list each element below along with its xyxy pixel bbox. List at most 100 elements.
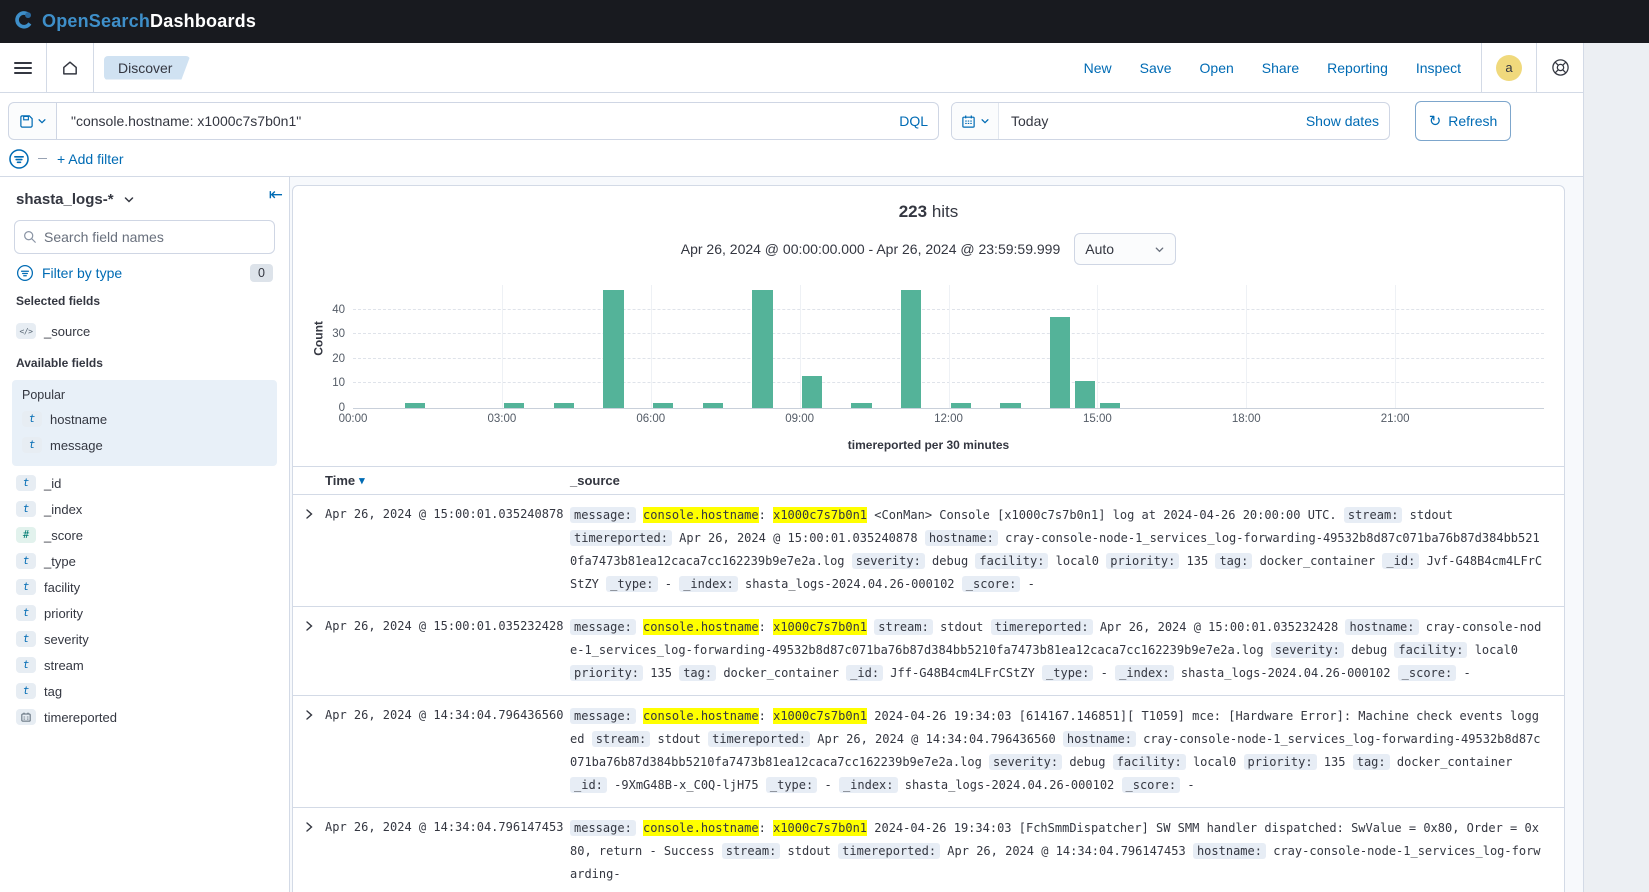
avatar[interactable]: a xyxy=(1496,54,1522,81)
histogram-bar xyxy=(553,403,575,408)
row-time: Apr 26, 2024 @ 15:00:01.035232428 xyxy=(325,619,564,633)
filter-icon[interactable] xyxy=(8,148,30,170)
histogram-slot xyxy=(750,285,775,408)
histogram-slot xyxy=(676,285,701,408)
home-button[interactable] xyxy=(47,43,93,92)
add-filter-button[interactable]: + Add filter xyxy=(57,150,124,167)
histogram-slot xyxy=(1519,285,1544,408)
field-name: priority xyxy=(44,605,84,621)
histogram-slot xyxy=(477,285,502,408)
histogram-slot xyxy=(576,285,601,408)
histogram-slot xyxy=(1221,285,1246,408)
opensearch-logo-icon xyxy=(15,10,32,29)
date-quick-select-button[interactable] xyxy=(952,103,999,139)
account-button[interactable]: a xyxy=(1481,43,1537,92)
field-key-badge: _id: xyxy=(1382,553,1420,569)
expand-row-button[interactable] xyxy=(293,504,325,596)
help-button[interactable] xyxy=(1537,43,1583,92)
query-input[interactable] xyxy=(71,113,890,129)
field-item-message[interactable]: t message xyxy=(20,432,269,458)
histogram-slot xyxy=(502,285,527,408)
field-search-input[interactable] xyxy=(44,229,266,245)
field-item-tag[interactable]: t tag xyxy=(14,678,275,704)
field-key-badge: hostname: xyxy=(1062,731,1136,747)
expand-row-button[interactable] xyxy=(293,817,325,886)
show-dates-button[interactable]: Show dates xyxy=(1305,113,1379,129)
hits-count: 223 xyxy=(898,202,928,221)
histogram-bar xyxy=(702,403,723,408)
field-key-badge: priority: xyxy=(1243,754,1317,770)
field-name: hostname xyxy=(50,411,108,427)
x-tick-label: 09:00 xyxy=(785,413,815,425)
gridline-v xyxy=(799,285,801,408)
interval-value: Auto xyxy=(1085,241,1115,257)
field-key-badge: _score: xyxy=(1121,777,1181,793)
query-language-button[interactable]: DQL xyxy=(899,113,928,129)
row-source: message: console.hostname: x1000c7s7b0n1… xyxy=(570,708,1541,793)
menu-button[interactable] xyxy=(0,43,46,92)
chevron-down-icon[interactable] xyxy=(123,194,135,206)
nav-action-open[interactable]: Open xyxy=(1199,59,1234,76)
nav-action-inspect[interactable]: Inspect xyxy=(1415,59,1461,76)
expand-row-button[interactable] xyxy=(293,705,325,797)
histogram-slot xyxy=(1048,285,1073,408)
field-item-stream[interactable]: t stream xyxy=(14,652,275,678)
interval-select[interactable]: Auto xyxy=(1074,233,1177,265)
histogram-slot xyxy=(378,285,403,408)
popular-fields-block: Popular t hostname t message xyxy=(12,380,277,466)
time-column-header[interactable]: Time ▾ xyxy=(325,473,570,488)
date-range-label: Today xyxy=(1011,113,1049,129)
row-source: message: console.hostname: x1000c7s7b0n1… xyxy=(570,507,1543,592)
nav-action-reporting[interactable]: Reporting xyxy=(1327,59,1388,76)
field-key-badge: facility: xyxy=(1112,754,1186,770)
field-item-severity[interactable]: t severity xyxy=(14,626,275,652)
field-item-facility[interactable]: t facility xyxy=(14,574,275,600)
field-name: _score xyxy=(44,527,84,543)
table-row: Apr 26, 2024 @ 15:00:01.035240878 message… xyxy=(293,495,1564,607)
filter-icon xyxy=(16,264,34,282)
field-item-_type[interactable]: t _type xyxy=(14,548,275,574)
breadcrumb-discover[interactable]: Discover xyxy=(104,56,190,80)
popular-heading: Popular xyxy=(22,388,66,402)
histogram-slot xyxy=(924,285,949,408)
app-header: OpenSearchDashboards xyxy=(0,0,1649,43)
field-item-_score[interactable]: # _score xyxy=(14,522,275,548)
highlight-mark: x1000c7s7b0n1 xyxy=(773,708,868,724)
field-name: severity xyxy=(44,631,89,647)
histogram-slot xyxy=(1470,285,1495,408)
chevron-down-icon xyxy=(980,119,989,124)
table-row: Apr 26, 2024 @ 15:00:01.035232428 message… xyxy=(293,607,1564,696)
field-key-badge: hostname: xyxy=(924,530,998,546)
field-key-badge: timereported: xyxy=(708,731,811,747)
field-key-badge: hostname: xyxy=(1192,843,1266,859)
field-key-badge: priority: xyxy=(1106,553,1180,569)
field-name: timereported xyxy=(44,709,117,725)
field-item-timereported[interactable]: timereported xyxy=(14,704,275,730)
field-item-hostname[interactable]: t hostname xyxy=(20,406,269,432)
highlight-mark: console.hostname xyxy=(643,820,759,836)
save-icon xyxy=(19,114,33,128)
field-item-_source[interactable]: </> _source xyxy=(14,318,275,344)
field-item-_id[interactable]: t _id xyxy=(14,470,275,496)
field-item-priority[interactable]: t priority xyxy=(14,600,275,626)
field-item-_index[interactable]: t _index xyxy=(14,496,275,522)
collapse-sidebar-button[interactable]: ⇤ xyxy=(268,185,283,204)
histogram-slot xyxy=(552,285,577,408)
field-name: tag xyxy=(44,683,63,699)
nav-action-share[interactable]: Share xyxy=(1261,59,1300,76)
expand-row-button[interactable] xyxy=(293,616,325,685)
sort-desc-icon[interactable]: ▾ xyxy=(359,475,365,487)
content-area: shasta_logs-* ⇤ Filter by type 0 Select xyxy=(0,177,1583,892)
histogram-chart[interactable]: Count 0 10 20 30 40 xyxy=(311,285,1544,414)
index-pattern-selector[interactable]: shasta_logs-* xyxy=(16,191,114,208)
date-range-field[interactable]: Today Show dates xyxy=(999,103,1389,139)
refresh-button[interactable]: ↻ Refresh xyxy=(1415,101,1511,141)
filter-by-type-button[interactable]: Filter by type xyxy=(42,265,123,281)
histogram-slot xyxy=(1122,285,1147,408)
nav-action-save[interactable]: Save xyxy=(1139,59,1172,76)
saved-query-menu-button[interactable] xyxy=(8,102,57,140)
nav-action-new[interactable]: New xyxy=(1083,59,1112,76)
string-field-icon: t xyxy=(16,605,36,621)
hamburger-icon xyxy=(14,59,32,77)
field-key-badge: stream: xyxy=(874,619,933,635)
